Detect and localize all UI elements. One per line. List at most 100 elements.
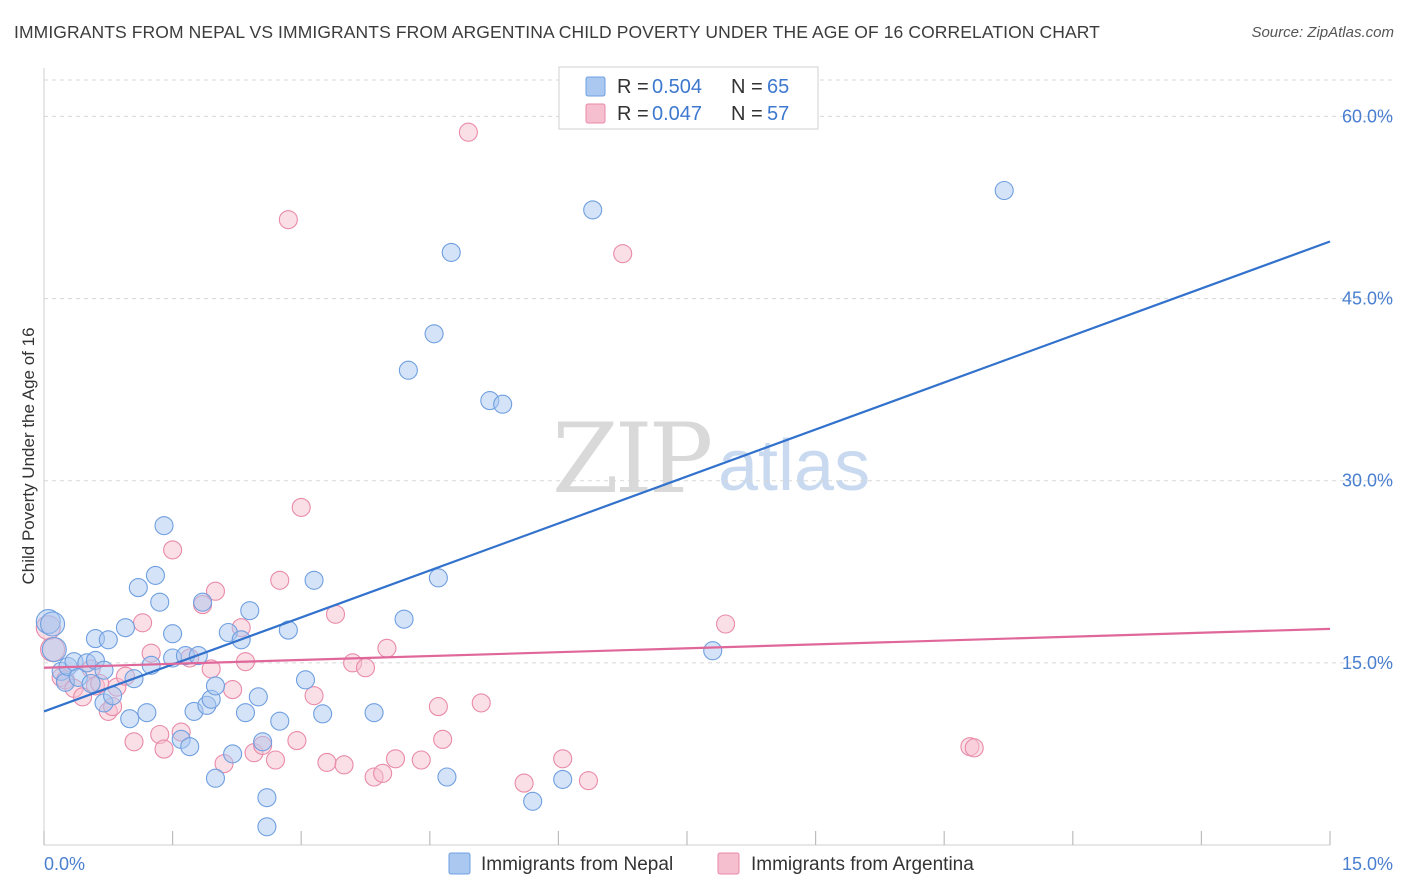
y-axis-label: Child Poverty Under the Age of 16 — [19, 327, 38, 584]
argentina-point — [265, 750, 286, 770]
axes — [43, 68, 1331, 846]
argentina-point — [223, 680, 243, 700]
nepal-point — [428, 568, 448, 588]
nepal-point — [235, 703, 256, 723]
x-tick-label: 0.0% — [44, 854, 85, 874]
legend-swatch-nepal — [585, 76, 606, 97]
argentina-point — [163, 540, 183, 560]
nepal-point — [257, 788, 277, 808]
legend-n-label-nepal: N = — [731, 76, 763, 98]
argentina-point — [964, 738, 984, 758]
argentina-point — [287, 731, 307, 751]
nepal-point — [398, 360, 418, 380]
nepal-point — [270, 711, 290, 731]
argentina-point — [154, 739, 174, 759]
argentina-point — [428, 697, 448, 717]
argentina-point — [205, 581, 226, 601]
watermark: ZIP atlas — [552, 403, 870, 515]
nepal-point — [240, 601, 260, 621]
nepal-trend-line — [43, 240, 1331, 713]
nepal-point — [120, 709, 140, 729]
watermark-zip: ZIP — [552, 403, 711, 515]
nepal-point — [223, 744, 243, 764]
chart-source: Source: ZipAtlas.com — [1251, 24, 1394, 41]
nepal-point — [180, 737, 200, 757]
nepal-point — [81, 673, 101, 694]
argentina-point — [433, 729, 453, 749]
argentina-point — [514, 773, 534, 793]
nepal-point — [41, 636, 67, 663]
correlation-legend: R = 0.504 N = 65 R = 0.047 N = 57 — [558, 66, 819, 130]
trend-lines — [43, 240, 1331, 713]
nepal-point — [98, 630, 118, 650]
legend-n-value-nepal: 65 — [767, 76, 789, 98]
x-tick-label: 15.0% — [1342, 854, 1393, 874]
bottom-legend-swatch-nepal — [448, 852, 471, 875]
y-tick-label: 30.0% — [1342, 471, 1393, 491]
nepal-point — [424, 324, 444, 344]
bottom-legend-swatch-argentina — [717, 852, 740, 875]
legend-r-value-nepal: 0.504 — [652, 76, 702, 98]
nepal-point — [553, 769, 573, 789]
nepal-point — [253, 732, 273, 752]
nepal-point — [137, 703, 157, 723]
nepal-point — [94, 660, 114, 680]
argentina-point — [373, 763, 393, 783]
nepal-point — [193, 592, 213, 612]
legend-r-label-argentina: R = — [617, 103, 649, 125]
series-legend: Immigrants from Nepal Immigrants from Ar… — [448, 852, 974, 875]
nepal-point — [583, 200, 603, 220]
nepal-point — [703, 641, 723, 661]
argentina-point — [377, 638, 397, 658]
x-tick-labels: 0.0% 15.0% — [44, 854, 1393, 874]
argentina-point — [133, 613, 153, 633]
legend-n-label-argentina: N = — [731, 103, 763, 125]
bottom-legend-label-nepal: Immigrants from Nepal — [481, 854, 673, 875]
y-tick-labels: 15.0% 30.0% 45.0% 60.0% — [1342, 106, 1393, 672]
nepal-point — [145, 565, 166, 585]
argentina-trend-line — [43, 627, 1331, 669]
argentina-point — [291, 497, 311, 517]
nepal-point — [154, 516, 174, 536]
nepal-point — [150, 592, 170, 612]
nepal-point — [304, 570, 324, 590]
nepal-point — [163, 624, 183, 644]
nepal-point — [205, 768, 226, 788]
watermark-atlas: atlas — [718, 426, 870, 506]
nepal-point — [257, 817, 277, 837]
nepal-point — [364, 703, 384, 723]
argentina-point — [124, 732, 144, 752]
nepal-point — [493, 394, 513, 414]
nepal-point — [994, 180, 1014, 201]
grid — [44, 79, 1392, 664]
argentina-point — [304, 686, 324, 706]
bottom-legend-label-argentina: Immigrants from Argentina — [751, 854, 974, 875]
argentina-point — [355, 658, 376, 678]
argentina-point — [334, 755, 354, 775]
argentina-point — [458, 122, 478, 142]
nepal-point — [248, 687, 268, 707]
argentina-point — [613, 244, 633, 264]
chart-title: IMMIGRANTS FROM NEPAL VS IMMIGRANTS FROM… — [14, 22, 1100, 42]
nepal-point — [394, 609, 414, 629]
argentina-point — [317, 752, 337, 772]
argentina-point — [411, 750, 431, 770]
legend-n-value-argentina: 57 — [767, 103, 789, 125]
nepal-point — [128, 578, 148, 598]
nepal-point — [295, 670, 316, 690]
argentina-point — [716, 614, 736, 634]
y-tick-label: 45.0% — [1342, 289, 1393, 309]
legend-r-label-nepal: R = — [617, 76, 649, 98]
y-tick-label: 60.0% — [1342, 106, 1393, 126]
argentina-point — [270, 570, 290, 590]
nepal-point — [205, 676, 226, 696]
legend-swatch-argentina — [585, 103, 606, 124]
y-tick-label: 15.0% — [1342, 653, 1393, 673]
argentina-point — [385, 749, 406, 769]
nepal-point — [40, 611, 66, 637]
nepal-point — [313, 704, 333, 724]
argentina-point — [553, 749, 573, 769]
nepal-point — [523, 791, 543, 811]
argentina-point — [278, 210, 298, 230]
